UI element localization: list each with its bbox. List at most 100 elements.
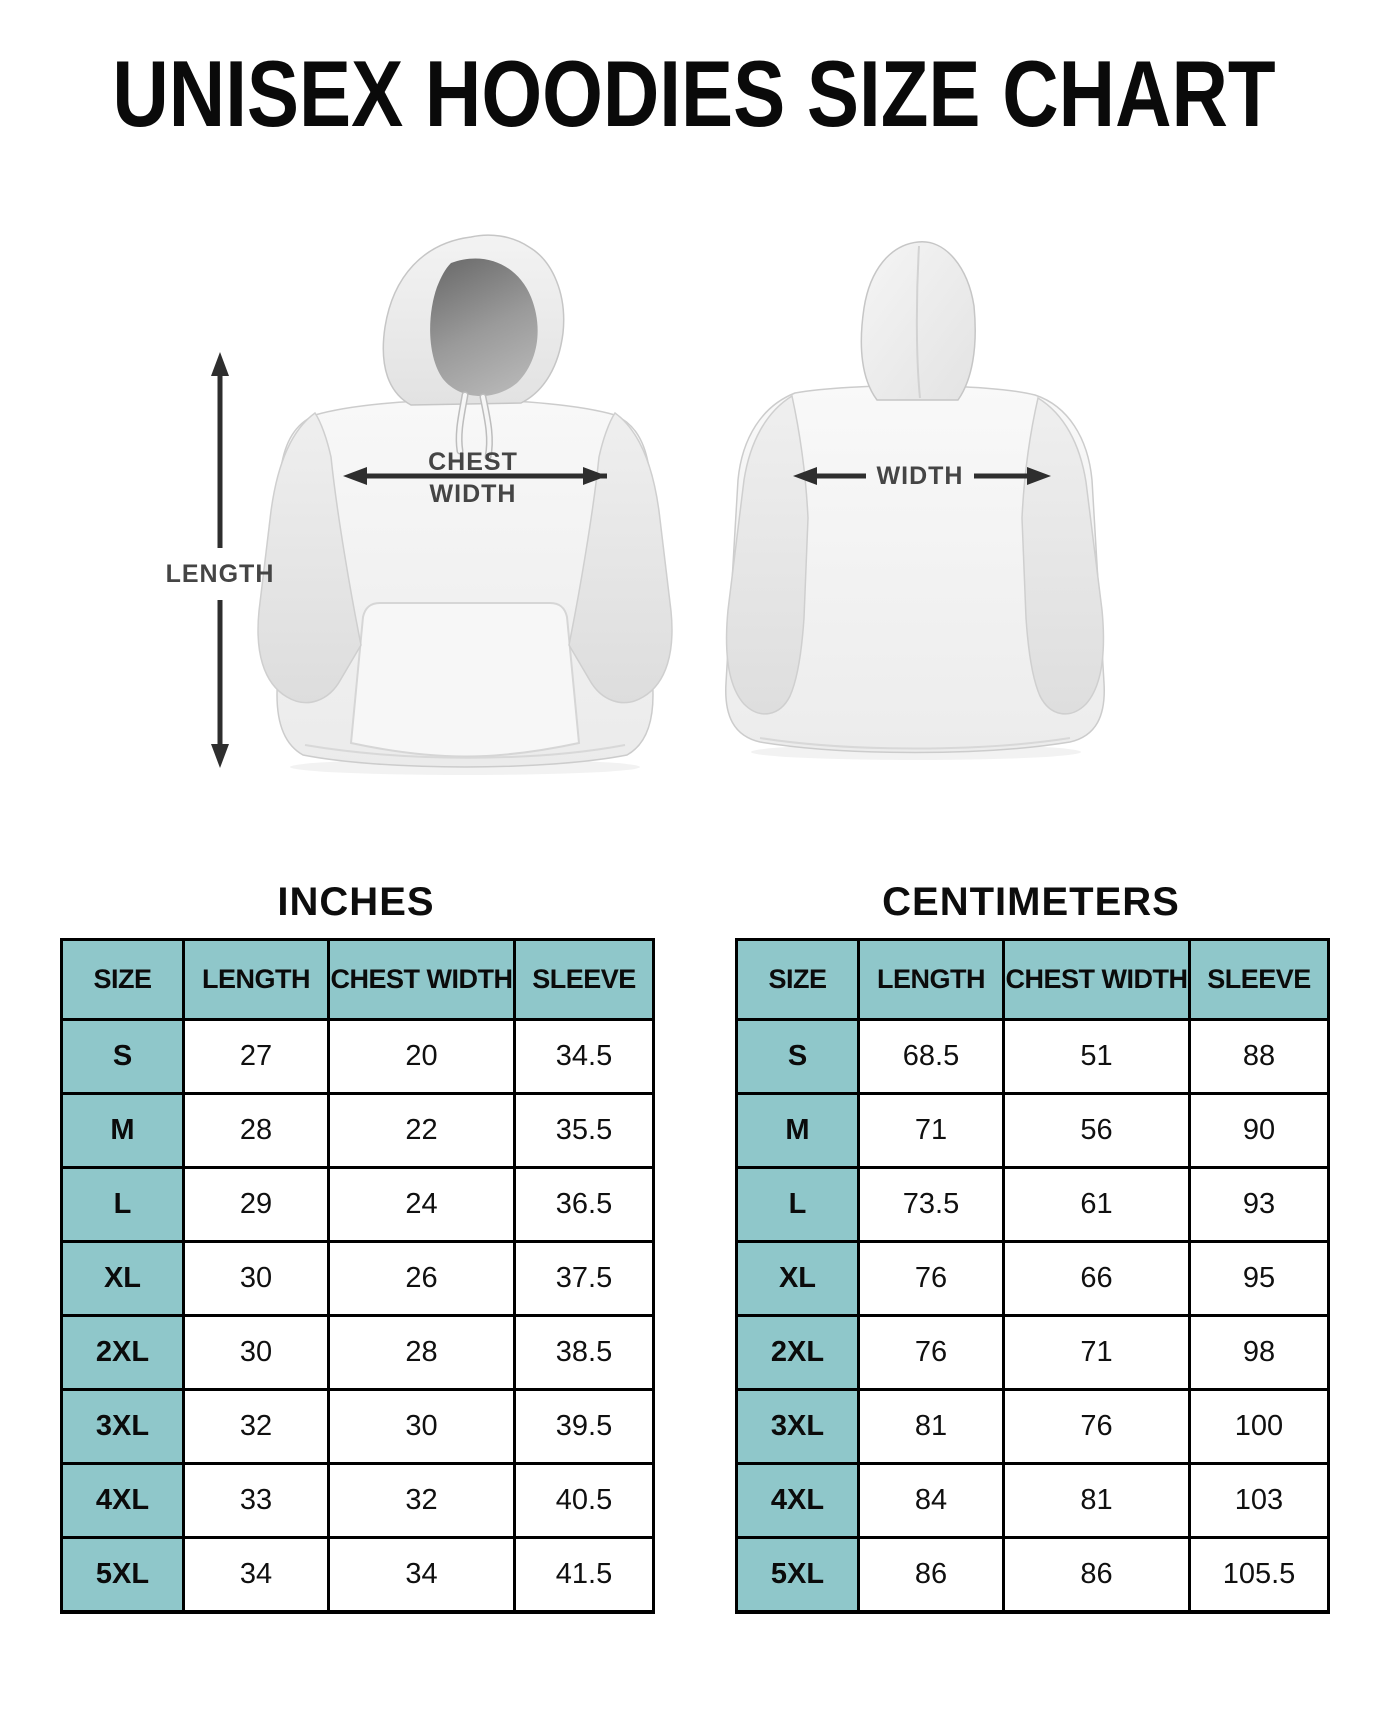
hoodie-front-image [257, 234, 673, 775]
value-cell: 76 [857, 1314, 1005, 1391]
value-cell: 30 [182, 1240, 330, 1317]
back-hem-seam [759, 737, 1071, 750]
value-cell: 34 [327, 1536, 516, 1613]
value-cell: 34.5 [513, 1018, 655, 1095]
value-cell: 95 [1188, 1240, 1330, 1317]
value-cell: 68.5 [857, 1018, 1005, 1095]
centimeters-table: SIZE LENGTH CHEST WIDTH SLEEVE S 68.5 51 88 M 71… [735, 938, 1330, 1614]
table-row: 4XL 84 81 103 [735, 1462, 1330, 1539]
size-cell: M [60, 1092, 185, 1169]
size-cell: 4XL [735, 1462, 860, 1539]
value-cell: 88 [1188, 1018, 1330, 1095]
value-cell: 105.5 [1188, 1536, 1330, 1613]
value-cell: 86 [857, 1536, 1005, 1613]
column-header: SIZE [735, 938, 860, 1021]
front-left-sleeve [257, 411, 362, 704]
value-cell: 28 [182, 1092, 330, 1169]
hoodie-back-image [725, 241, 1105, 760]
column-header: CHEST WIDTH [327, 938, 516, 1021]
value-cell: 81 [1002, 1462, 1191, 1539]
value-cell: 86 [1002, 1536, 1191, 1613]
back-right-sleeve [1021, 396, 1105, 715]
value-cell: 34 [182, 1536, 330, 1613]
table-row: M 71 56 90 [735, 1092, 1330, 1169]
page-title: UNISEX HOODIES SIZE CHART [112, 41, 1276, 147]
table-row: 2XL 30 28 38.5 [60, 1314, 655, 1391]
value-cell: 33 [182, 1462, 330, 1539]
size-cell: L [735, 1166, 860, 1243]
table-row: XL 30 26 37.5 [60, 1240, 655, 1317]
value-cell: 71 [1002, 1314, 1191, 1391]
value-cell: 29 [182, 1166, 330, 1243]
column-header: SIZE [60, 938, 185, 1021]
value-cell: 30 [182, 1314, 330, 1391]
back-hood-seam [915, 245, 921, 399]
value-cell: 66 [1002, 1240, 1191, 1317]
value-cell: 30 [327, 1388, 516, 1465]
value-cell: 26 [327, 1240, 516, 1317]
front-drawstrings [455, 391, 493, 461]
value-cell: 61 [1002, 1166, 1191, 1243]
centimeters-header-row: SIZE LENGTH CHEST WIDTH SLEEVE [735, 938, 1330, 1021]
size-cell: 2XL [60, 1314, 185, 1391]
value-cell: 32 [182, 1388, 330, 1465]
table-row: XL 76 66 95 [735, 1240, 1330, 1317]
length-arrow-down-head [211, 744, 229, 768]
hoodie-measurement-diagram: LENGTH CHEST WIDTH WIDTH [0, 160, 1388, 800]
column-header: SLEEVE [1188, 938, 1330, 1021]
front-kangaroo-pocket [349, 602, 581, 758]
value-cell: 38.5 [513, 1314, 655, 1391]
value-cell: 36.5 [513, 1166, 655, 1243]
value-cell: 56 [1002, 1092, 1191, 1169]
size-cell: L [60, 1166, 185, 1243]
value-cell: 73.5 [857, 1166, 1005, 1243]
size-cell: 3XL [735, 1388, 860, 1465]
value-cell: 81 [857, 1388, 1005, 1465]
table-row: S 68.5 51 88 [735, 1018, 1330, 1095]
size-cell: 4XL [60, 1462, 185, 1539]
size-cell: 5XL [735, 1536, 860, 1613]
value-cell: 41.5 [513, 1536, 655, 1613]
table-row: S 27 20 34.5 [60, 1018, 655, 1095]
size-cell: S [60, 1018, 185, 1095]
size-cell: 2XL [735, 1314, 860, 1391]
inches-table: SIZE LENGTH CHEST WIDTH SLEEVE S 27 20 34.5 M 28… [60, 938, 655, 1614]
size-cell: XL [735, 1240, 860, 1317]
column-header: LENGTH [857, 938, 1005, 1021]
length-arrow-up-head [211, 352, 229, 376]
value-cell: 40.5 [513, 1462, 655, 1539]
inches-header-row: SIZE LENGTH CHEST WIDTH SLEEVE [60, 938, 655, 1021]
value-cell: 71 [857, 1092, 1005, 1169]
table-row: L 73.5 61 93 [735, 1166, 1330, 1243]
size-cell: M [735, 1092, 860, 1169]
value-cell: 93 [1188, 1166, 1330, 1243]
value-cell: 24 [327, 1166, 516, 1243]
value-cell: 32 [327, 1462, 516, 1539]
centimeters-table-title: CENTIMETERS [882, 880, 1180, 924]
size-cell: XL [60, 1240, 185, 1317]
size-cell: 3XL [60, 1388, 185, 1465]
value-cell: 76 [857, 1240, 1005, 1317]
back-left-sleeve [725, 394, 809, 715]
front-hood-opening [430, 258, 538, 397]
value-cell: 76 [1002, 1388, 1191, 1465]
column-header: CHEST WIDTH [1002, 938, 1191, 1021]
table-row: 4XL 33 32 40.5 [60, 1462, 655, 1539]
value-cell: 84 [857, 1462, 1005, 1539]
table-row: 2XL 76 71 98 [735, 1314, 1330, 1391]
value-cell: 100 [1188, 1388, 1330, 1465]
value-cell: 90 [1188, 1092, 1330, 1169]
table-row: 3XL 81 76 100 [735, 1388, 1330, 1465]
value-cell: 27 [182, 1018, 330, 1095]
inches-table-title: INCHES [277, 880, 435, 924]
value-cell: 35.5 [513, 1092, 655, 1169]
value-cell: 20 [327, 1018, 516, 1095]
inches-table-section: INCHES SIZE LENGTH CHEST WIDTH SLEEVE S 27 20… [60, 880, 655, 1614]
centimeters-table-section: CENTIMETERS SIZE LENGTH CHEST WIDTH SLEEVE … [735, 880, 1330, 1614]
table-row: L 29 24 36.5 [60, 1166, 655, 1243]
table-row: 5XL 34 34 41.5 [60, 1536, 655, 1613]
value-cell: 98 [1188, 1314, 1330, 1391]
column-header: LENGTH [182, 938, 330, 1021]
value-cell: 103 [1188, 1462, 1330, 1539]
